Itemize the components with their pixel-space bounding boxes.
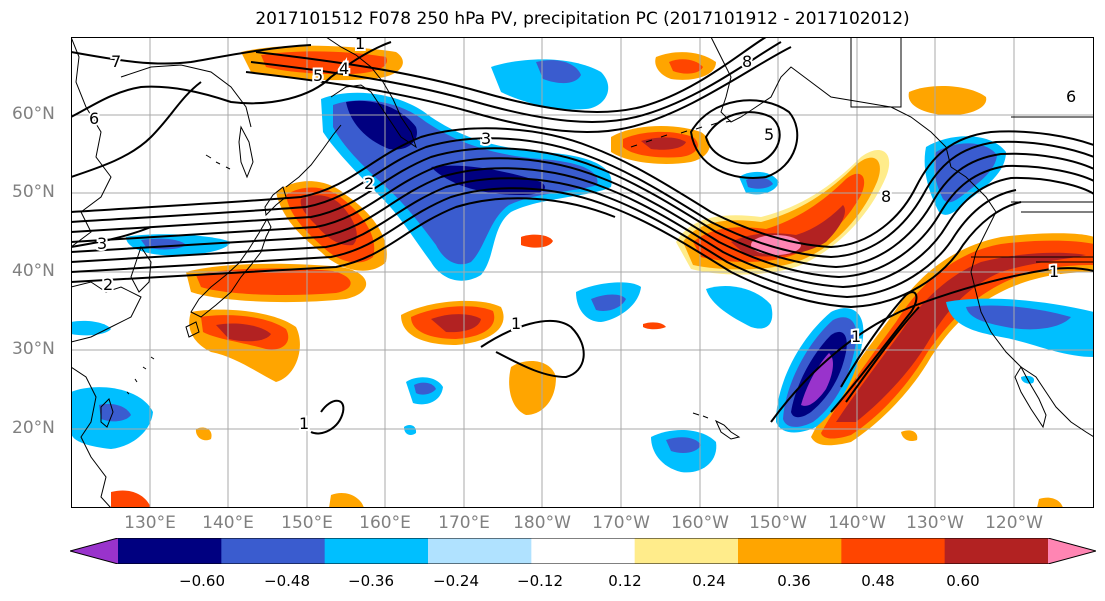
lon-label-160e: 160°E bbox=[359, 513, 411, 533]
colorbar-extend-min bbox=[70, 538, 118, 564]
precip-positive-region bbox=[1037, 497, 1063, 508]
precip-shading bbox=[71, 45, 1094, 508]
lat-label-30n: 30°N bbox=[12, 339, 55, 359]
pv-label: 8 bbox=[881, 187, 891, 206]
coastlines bbox=[71, 37, 1094, 508]
pv-label: 2 bbox=[103, 275, 113, 294]
precip-positive-region bbox=[521, 234, 553, 248]
pv-label: 4 bbox=[339, 59, 349, 78]
pv-label: 1 bbox=[851, 327, 861, 346]
lon-label-150e: 150°E bbox=[281, 513, 333, 533]
precip-negative-region bbox=[746, 177, 773, 189]
lon-label-180w: 180°W bbox=[513, 513, 571, 533]
colorbar-tick: 0.12 bbox=[608, 572, 642, 590]
precip-positive-region bbox=[216, 323, 271, 342]
colorbar-extend-max bbox=[1048, 538, 1096, 564]
colorbar-swatch bbox=[324, 538, 429, 564]
pv-label: 2 bbox=[364, 174, 374, 193]
map-panel: 7 6 5 4 3 2 1 8 5 8 6 3 2 1 1 1 1 bbox=[71, 37, 1094, 508]
lon-label-170w: 170°W bbox=[592, 513, 650, 533]
pv-label: 6 bbox=[1066, 87, 1076, 106]
precip-positive-region bbox=[901, 430, 918, 442]
lat-label-20n: 20°N bbox=[12, 418, 55, 438]
pv-label: 3 bbox=[481, 129, 491, 148]
lat-label-40n: 40°N bbox=[12, 261, 55, 281]
colorbar-tick: −0.36 bbox=[348, 572, 394, 590]
lon-label-130w: 130°W bbox=[906, 513, 964, 533]
colorbar-tick: 0.48 bbox=[861, 572, 895, 590]
pv-labels: 7 6 5 4 3 2 1 8 5 8 6 3 2 1 1 1 1 bbox=[87, 37, 1078, 435]
colorbar-swatch bbox=[738, 538, 842, 564]
lon-label-170e: 170°E bbox=[438, 513, 490, 533]
lon-label-140e: 140°E bbox=[202, 513, 254, 533]
precip-negative-region bbox=[801, 353, 833, 406]
map-title: 2017101512 F078 250 hPa PV, precipitatio… bbox=[255, 9, 910, 29]
lon-label-140w: 140°W bbox=[828, 513, 886, 533]
precip-positive-region bbox=[643, 322, 666, 330]
precip-negative-region bbox=[966, 305, 1071, 330]
pv-label: 1 bbox=[355, 37, 365, 53]
colorbar-tick: −0.60 bbox=[179, 572, 225, 590]
colorbar-tick: 0.36 bbox=[777, 572, 811, 590]
pv-label: 1 bbox=[299, 414, 309, 433]
precip-positive-region bbox=[329, 492, 364, 508]
precip-negative-region bbox=[414, 382, 436, 395]
colorbar-tick: 0.24 bbox=[692, 572, 726, 590]
pv-contours bbox=[71, 37, 1094, 435]
colorbar-tick: −0.12 bbox=[517, 572, 563, 590]
lon-label-120w: 120°W bbox=[985, 513, 1043, 533]
pv-label: 6 bbox=[89, 109, 99, 128]
precip-negative-region bbox=[706, 285, 773, 329]
pv-label: 3 bbox=[97, 234, 107, 253]
colorbar-swatch bbox=[944, 538, 1049, 564]
colorbar-swatch bbox=[531, 538, 636, 564]
precip-positive-region bbox=[641, 137, 686, 150]
lat-label-60n: 60°N bbox=[12, 104, 55, 124]
pv-label: 5 bbox=[764, 125, 774, 144]
precip-positive-region bbox=[196, 268, 351, 295]
precip-positive-region bbox=[431, 314, 481, 333]
colorbar-swatch bbox=[428, 538, 532, 564]
colorbar-tick: −0.24 bbox=[433, 572, 479, 590]
colorbar-swatch bbox=[634, 538, 739, 564]
colorbar-tick: 0.60 bbox=[946, 572, 980, 590]
colorbar-swatch bbox=[221, 538, 326, 564]
pv-label: 8 bbox=[742, 52, 752, 71]
colorbar bbox=[70, 538, 1096, 564]
lon-label-130e: 130°E bbox=[124, 513, 176, 533]
lon-label-150w: 150°W bbox=[749, 513, 807, 533]
precip-negative-region bbox=[666, 437, 701, 453]
precip-positive-region bbox=[908, 85, 987, 116]
colorbar-tick: −0.48 bbox=[264, 572, 310, 590]
lon-label-160w: 160°W bbox=[671, 513, 729, 533]
pv-label: 1 bbox=[511, 314, 521, 333]
lat-label-50n: 50°N bbox=[12, 182, 55, 202]
pv-label: 5 bbox=[313, 66, 323, 85]
colorbar-swatch bbox=[118, 538, 222, 564]
pv-label: 7 bbox=[111, 52, 121, 71]
precip-positive-region bbox=[111, 490, 151, 508]
precip-positive-region bbox=[836, 252, 1086, 422]
map-border bbox=[71, 37, 1094, 508]
precip-negative-region bbox=[71, 320, 111, 336]
precip-negative-region bbox=[99, 403, 131, 422]
pv-label: 1 bbox=[1049, 262, 1059, 281]
precip-negative-region bbox=[536, 60, 581, 84]
precip-negative-region bbox=[404, 425, 417, 435]
precip-negative-region bbox=[591, 294, 626, 311]
colorbar-swatch bbox=[841, 538, 946, 564]
precip-positive-region bbox=[195, 427, 212, 441]
precip-positive-region bbox=[669, 59, 703, 74]
